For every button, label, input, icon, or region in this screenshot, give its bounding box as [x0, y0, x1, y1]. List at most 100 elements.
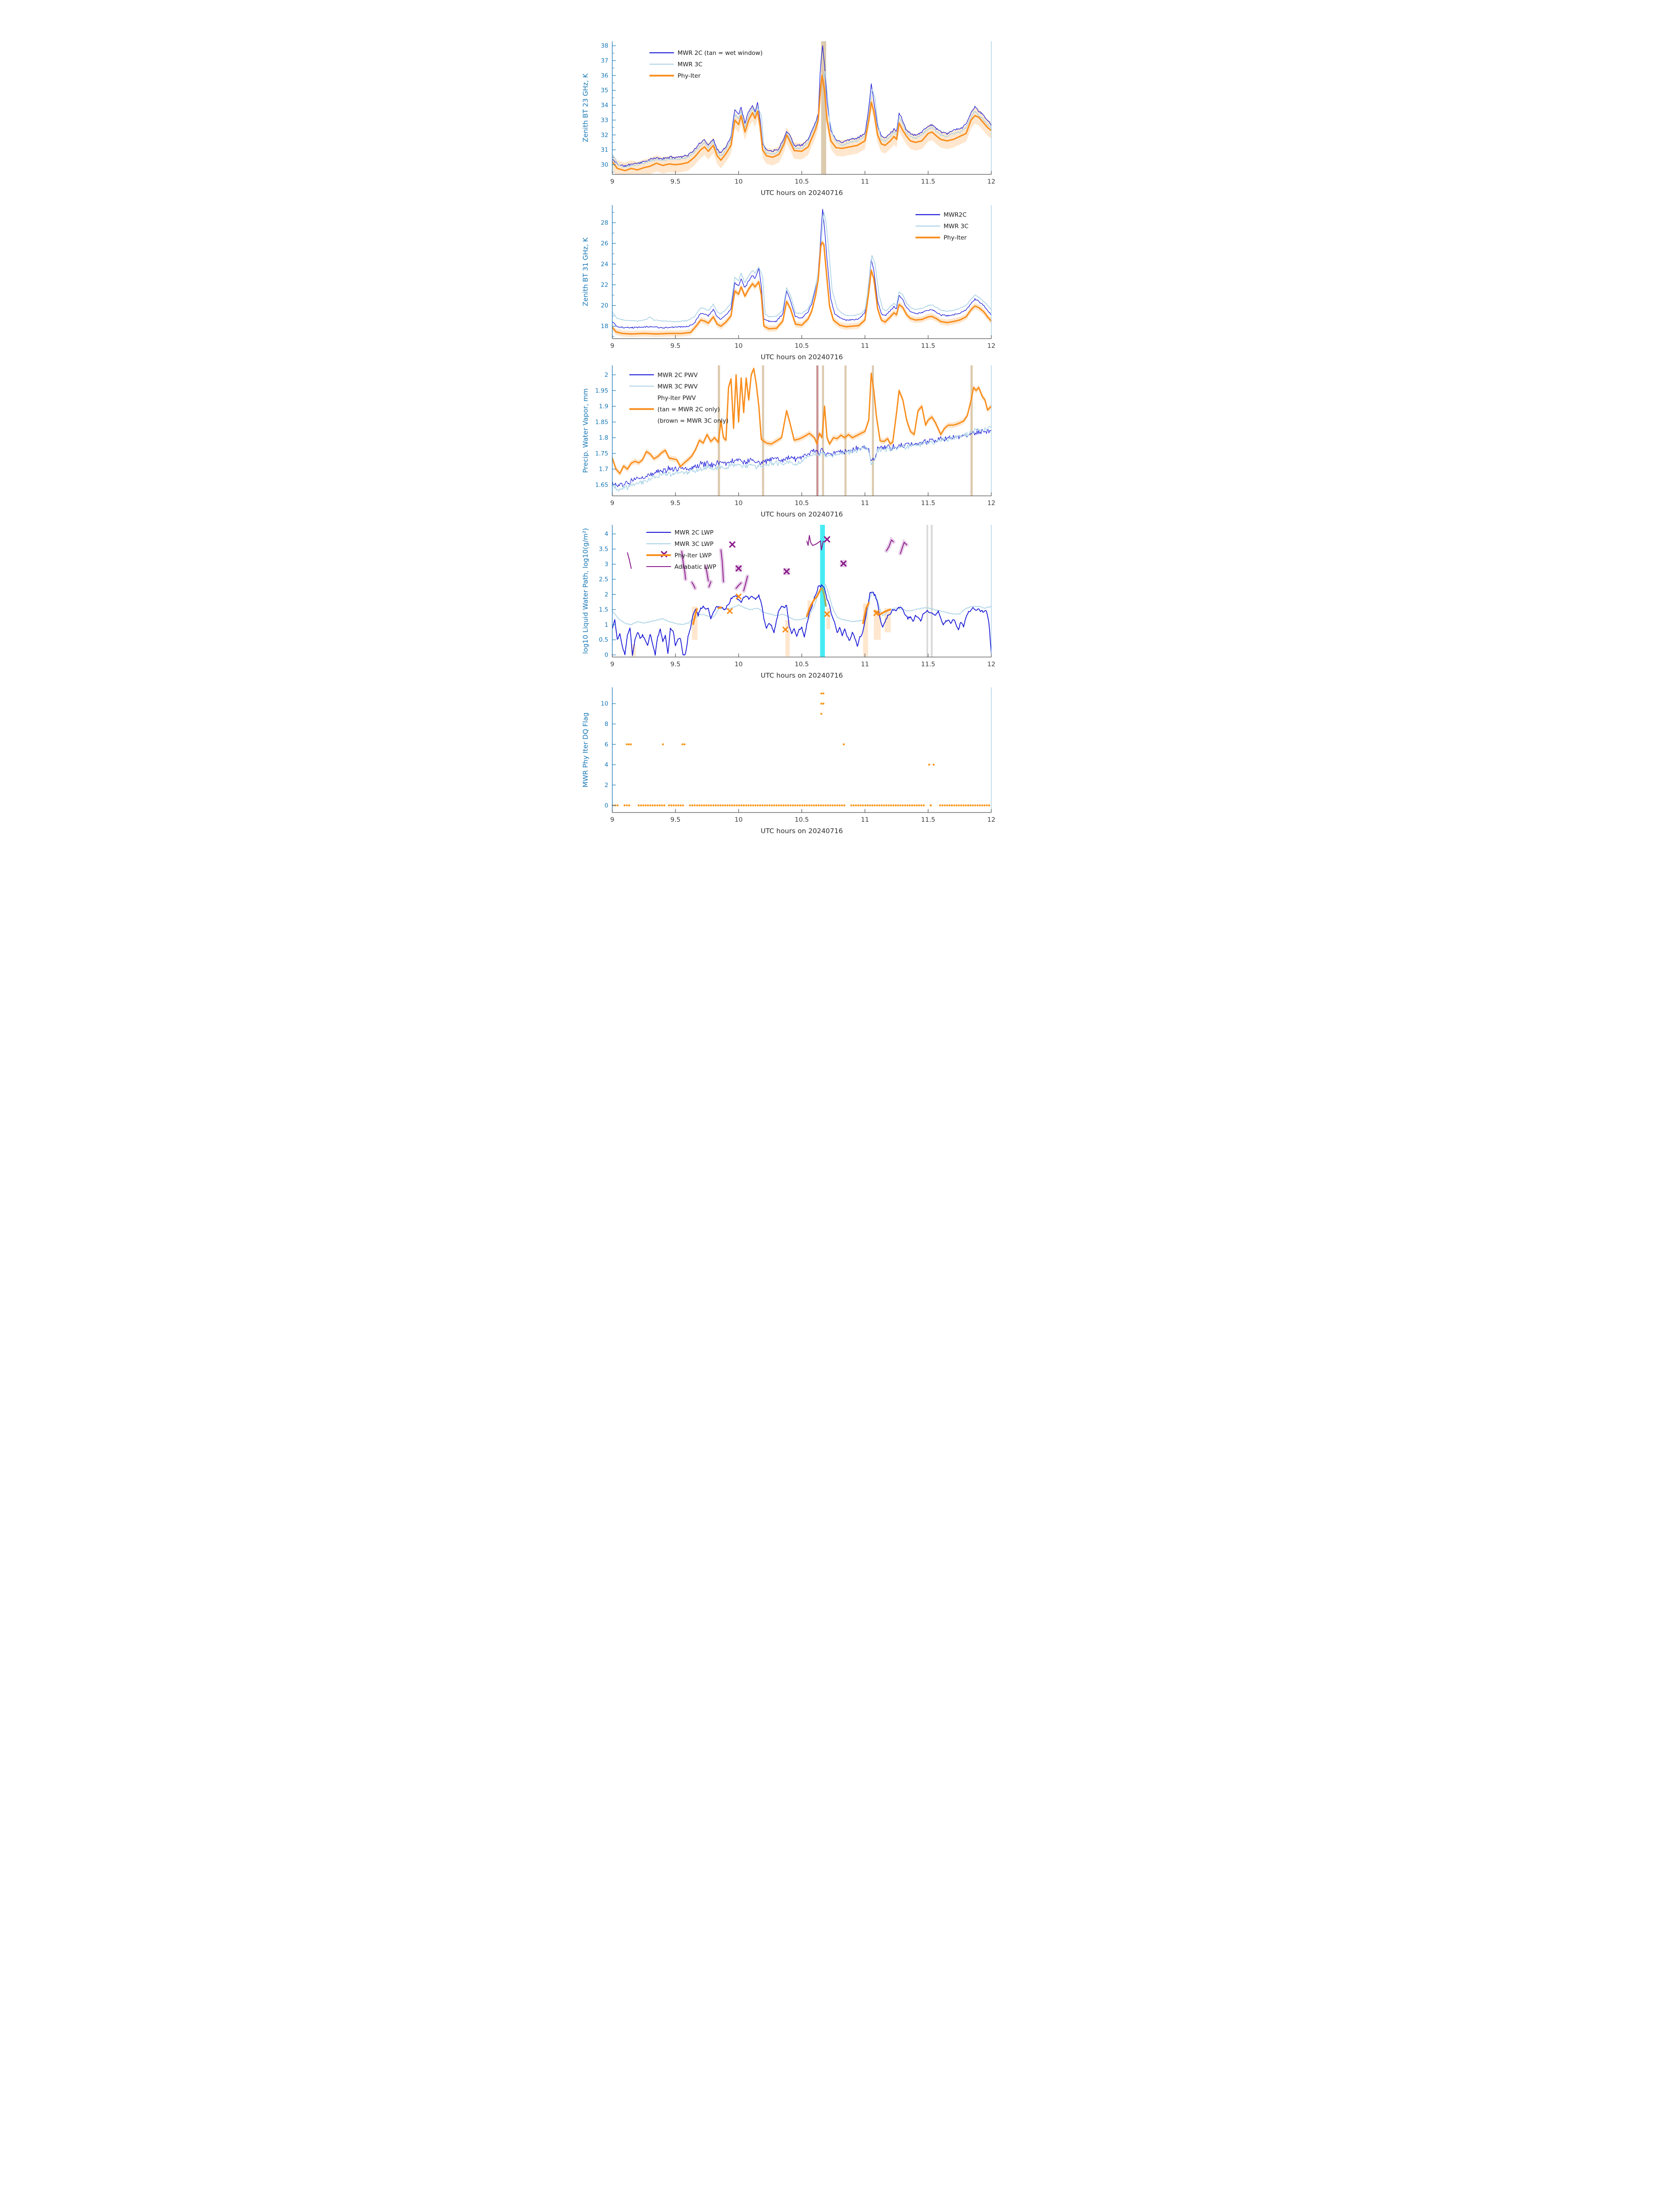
dq-flag-dot: [701, 804, 703, 807]
dq-flag-dot: [885, 804, 888, 807]
dq-flag-dot: [857, 804, 860, 807]
dq-flag-dot: [647, 804, 649, 807]
y-tick-label: 0: [604, 652, 608, 659]
dq-flag-dot: [691, 804, 694, 807]
dq-flag-dot: [957, 804, 960, 807]
dq-flag-dot: [874, 804, 876, 807]
y-tick-label: 1.7: [599, 466, 608, 473]
dq-flag-dot: [941, 804, 944, 807]
dq-flag-dot: [817, 804, 820, 807]
dq-flag-dot: [888, 804, 890, 807]
dq-flag-dot: [881, 804, 883, 807]
orange-x-marker: [824, 611, 830, 617]
y-tick-label: 32: [601, 132, 608, 139]
y-tick-label: 1.65: [595, 481, 608, 488]
dq-flag-dot: [878, 804, 881, 807]
x-tick-label: 12: [987, 343, 995, 350]
x-tick-label: 12: [987, 661, 995, 668]
dq-flag-dot: [962, 804, 965, 807]
x-tick-label: 9.5: [670, 500, 680, 507]
legend-bt23: MWR 2C (tan = wet window) MWR 3C Phy-Iter: [649, 50, 762, 79]
dq-flag-dot: [694, 804, 696, 807]
y-tick-label: 35: [601, 87, 608, 94]
dq-flag-dot: [943, 804, 946, 807]
dq-flag-dot: [890, 804, 892, 807]
y-tick-label: 24: [601, 261, 608, 268]
dq-flag-dot: [677, 804, 679, 807]
dq-flag-dot: [976, 804, 979, 807]
purple-segment: [900, 542, 907, 554]
x-tick-label: 10: [734, 661, 742, 668]
purple-segment: [681, 551, 686, 580]
x-tick-label: 12: [987, 178, 995, 185]
dq-flag-dot: [761, 804, 764, 807]
dq-flag-dot: [661, 804, 663, 807]
y-tick-label: 2: [604, 372, 608, 379]
y-tick-label: 37: [601, 58, 608, 65]
dq-flag-dot: [850, 804, 853, 807]
maroon-event-band: [816, 365, 819, 496]
x-tick-label: 9: [610, 661, 614, 668]
y-tick-label: 1.9: [599, 403, 608, 410]
dq-flag-dot: [729, 804, 731, 807]
orange-segment: [717, 607, 722, 609]
y-tick-label: 2.5: [599, 576, 608, 583]
orange-x-marker: [782, 626, 788, 632]
dq-flag-dot: [682, 804, 684, 807]
dq-flag-dot: [719, 804, 722, 807]
tan-event-band: [718, 365, 720, 496]
dq-flag-dot: [834, 804, 836, 807]
y-axis-title: Zenith BT 23 GHz, K: [582, 73, 589, 142]
dq-flag-dot: [860, 804, 862, 807]
x-tick-label: 9.5: [670, 178, 680, 185]
dq-flag-dot: [808, 804, 810, 807]
legend-label: MWR 2C PWV: [658, 372, 698, 379]
purple-x-marker: [735, 565, 742, 572]
dq-flag-dot: [637, 804, 640, 807]
dq-flag-dot: [969, 804, 972, 807]
dq-flag-dot: [922, 804, 925, 807]
orange-x-marker: [726, 608, 733, 614]
orange-segment: [806, 587, 824, 617]
x-tick-label: 9: [610, 178, 614, 185]
dq-flag-dot: [824, 804, 827, 807]
dq-flag-dot: [841, 804, 843, 807]
dq-flag-dot: [672, 804, 675, 807]
x-tick-label: 9.5: [670, 816, 680, 824]
y-tick-label: 18: [601, 323, 608, 330]
dq-flag-dot: [642, 804, 644, 807]
dq-flag-dot: [979, 804, 981, 807]
plot-area-lwp: [612, 535, 991, 656]
tan-event-band: [762, 365, 764, 496]
legend-pwv: MWR 2C PWV MWR 3C PWV Phy-Iter PWV (tan = M…: [629, 372, 728, 424]
dq-flag-dot: [771, 804, 773, 807]
dq-flag-dot: [782, 804, 785, 807]
dq-flag-dot: [883, 804, 885, 807]
dq-flag-dot: [967, 804, 969, 807]
mwr-3c-pwv-line: [612, 426, 991, 492]
dq-flag-dot: [864, 804, 867, 807]
plot-area-dqflag: [612, 692, 990, 807]
dq-flag-dot: [629, 743, 632, 746]
x-tick-label: 10.5: [795, 816, 809, 824]
dq-flag-dot: [853, 804, 855, 807]
legend-label: (tan = MWR 2C only): [658, 406, 720, 413]
purple-x-marker: [783, 568, 790, 575]
dq-flag-dot: [939, 804, 941, 807]
purple-segment: [735, 582, 742, 589]
dq-flag-dot: [813, 804, 815, 807]
dq-flag-dot: [656, 804, 658, 807]
tan-event-band: [844, 365, 847, 496]
x-tick-label: 11.5: [921, 661, 935, 668]
dq-flag-dot: [722, 804, 724, 807]
dq-flag-dot: [965, 804, 967, 807]
dq-flag-dot: [974, 804, 976, 807]
Phy-Iter-uncertainty-band: [612, 239, 991, 337]
tan-event-band: [970, 365, 973, 496]
x-tick-label: 11.5: [921, 500, 935, 507]
x-tick-label: 11: [861, 343, 869, 350]
dq-flag-dot: [743, 804, 745, 807]
dq-flag-dot: [798, 804, 801, 807]
dq-flag-dot: [623, 804, 626, 807]
legend-label: MWR 2C LWP: [675, 529, 714, 536]
